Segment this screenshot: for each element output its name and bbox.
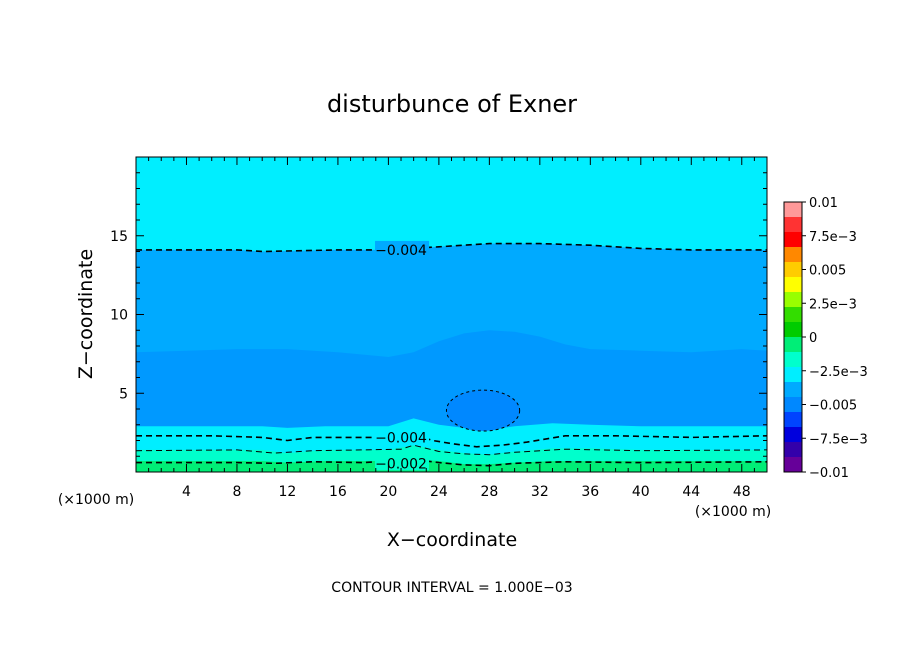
colorbar-swatch xyxy=(784,247,802,263)
colorbar-swatch xyxy=(784,427,802,443)
colorbar-swatch xyxy=(784,322,802,338)
y-axis-title: Z−coordinate xyxy=(75,249,97,379)
colorbar-swatch xyxy=(784,352,802,368)
colorbar-label: 0 xyxy=(809,331,817,346)
colorbar-swatch xyxy=(784,337,802,353)
y-tick-label: 15 xyxy=(110,229,128,245)
colorbar-swatch xyxy=(784,217,802,233)
x-tick-label: 8 xyxy=(232,484,241,500)
contour-label-bg xyxy=(375,428,430,445)
colorbar-swatch xyxy=(784,307,802,323)
contour-label: −0.004 xyxy=(375,430,427,446)
colorbar-swatch xyxy=(784,202,802,218)
colorbar-label: −0.005 xyxy=(809,399,857,414)
contour-line-1 xyxy=(136,433,768,448)
contour-label-bg xyxy=(375,240,430,257)
colorbar-swatch xyxy=(784,292,802,308)
contour-line-0 xyxy=(136,242,767,253)
colorbar-swatch xyxy=(784,367,802,383)
colorbar-swatch xyxy=(784,442,802,458)
contour-line-2 xyxy=(135,444,768,456)
y-axis: 5 10 15 xyxy=(110,172,767,457)
y-tick-label: 5 xyxy=(119,386,128,402)
x-tick-label: 4 xyxy=(182,484,191,500)
colorbar: 0.01 7.5e−3 0.005 2.5e−3 0 −2.5e−3 −0.005 −7.5e… xyxy=(783,196,868,481)
colorbar-swatch xyxy=(784,277,802,293)
y-tick-label: 10 xyxy=(110,308,128,324)
x-axis: 4 8 12 16 20 24 28 32 36 40 44 48 xyxy=(148,157,755,500)
x-tick-label: 40 xyxy=(632,484,650,500)
colorbar-swatch xyxy=(784,397,802,413)
x-tick-label: 24 xyxy=(430,484,448,500)
colorbar-swatch xyxy=(784,412,802,428)
x-tick-label: 36 xyxy=(581,484,599,500)
colorbar-label: 2.5e−3 xyxy=(809,297,857,312)
closed-contour xyxy=(445,389,521,432)
x-tick-label: 12 xyxy=(279,484,297,500)
colorbar-label: −7.5e−3 xyxy=(809,432,868,447)
colorbar-swatch xyxy=(784,262,802,278)
contour-line-3 xyxy=(136,458,768,467)
colorbar-swatch xyxy=(784,457,802,473)
colorbar-label: 0.005 xyxy=(809,264,846,279)
x-tick-label: 32 xyxy=(531,484,549,500)
chart-title: disturbunce of Exner xyxy=(327,90,577,118)
x-tick-label: 16 xyxy=(329,484,347,500)
contour-field: −0.004−0.004−0.002 xyxy=(135,157,768,472)
contour-label: −0.004 xyxy=(375,243,427,259)
colorbar-swatch xyxy=(784,232,802,248)
x-unit-label: (×1000 m) xyxy=(695,504,771,520)
colorbar-swatch xyxy=(784,382,802,398)
colorbar-label: −0.01 xyxy=(809,466,849,481)
colorbar-label: −2.5e−3 xyxy=(809,365,868,380)
x-tick-label: 48 xyxy=(733,484,751,500)
x-tick-label: 44 xyxy=(682,484,700,500)
colorbar-label: 7.5e−3 xyxy=(809,230,857,245)
x-axis-title: X−coordinate xyxy=(387,529,517,551)
y-unit-label: (×1000 m) xyxy=(58,492,134,508)
x-tick-label: 28 xyxy=(480,484,498,500)
contour-interval-note: CONTOUR INTERVAL = 1.000E−03 xyxy=(331,580,572,596)
x-tick-label: 20 xyxy=(379,484,397,500)
colorbar-label: 0.01 xyxy=(809,196,838,211)
